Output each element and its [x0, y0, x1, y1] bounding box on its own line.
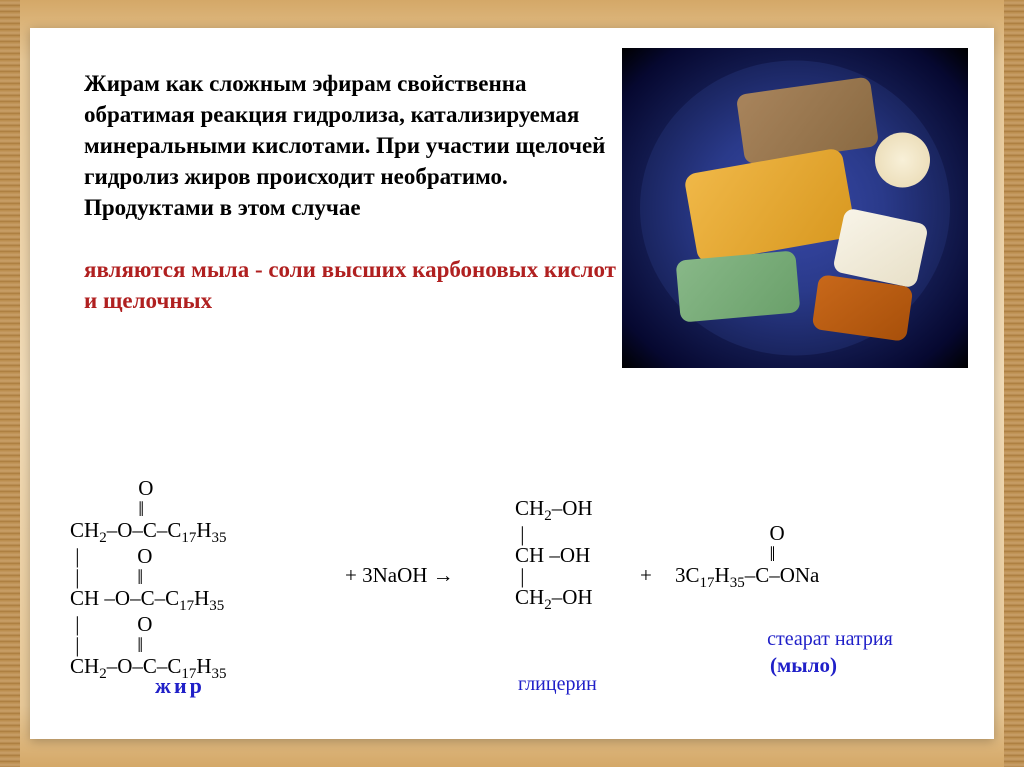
wood-border-left — [0, 0, 20, 767]
reagent-naoh: + 3NaOH → — [345, 563, 454, 588]
soap-bar-amber — [683, 147, 856, 263]
label-glycerol: глицерин — [518, 673, 597, 696]
soap-photo — [622, 48, 968, 368]
soap-bar-green — [676, 250, 801, 322]
soap-bar-orange — [812, 274, 914, 342]
soap-plate — [640, 61, 950, 356]
slide-panel: Жирам как сложным эфирам свойственна обр… — [30, 28, 994, 739]
wood-border-right — [1004, 0, 1024, 767]
soap-bar-brown — [736, 76, 879, 164]
label-stearate: стеарат натрия — [730, 628, 930, 651]
sodium-stearate-structure: O ‖ 3C17H35–C–ONa — [675, 523, 819, 591]
soap-bar-white — [832, 207, 929, 288]
label-fat: жир — [155, 673, 205, 699]
paragraph-highlight: являются мыла - соли высших карбоновых к… — [84, 257, 616, 313]
body-text: Жирам как сложным эфирам свойственна обр… — [84, 68, 634, 316]
plus-sign: + — [640, 563, 652, 588]
glycerol-structure: CH2–OH | CH –OH | CH2–OH — [515, 498, 593, 613]
fat-structure: O ‖ CH2–O–C–C17H35 | O | ‖ CH –O–C–C17H3… — [70, 478, 227, 683]
label-soap: (мыло) — [770, 653, 837, 678]
soap-round-cream — [875, 133, 930, 188]
paragraph-main: Жирам как сложным эфирам свойственна обр… — [84, 71, 605, 220]
